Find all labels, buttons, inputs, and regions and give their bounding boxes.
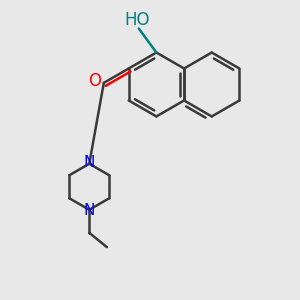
Text: N: N (84, 155, 95, 170)
Text: HO: HO (125, 11, 150, 28)
Text: O: O (88, 72, 101, 90)
Text: N: N (84, 203, 95, 218)
